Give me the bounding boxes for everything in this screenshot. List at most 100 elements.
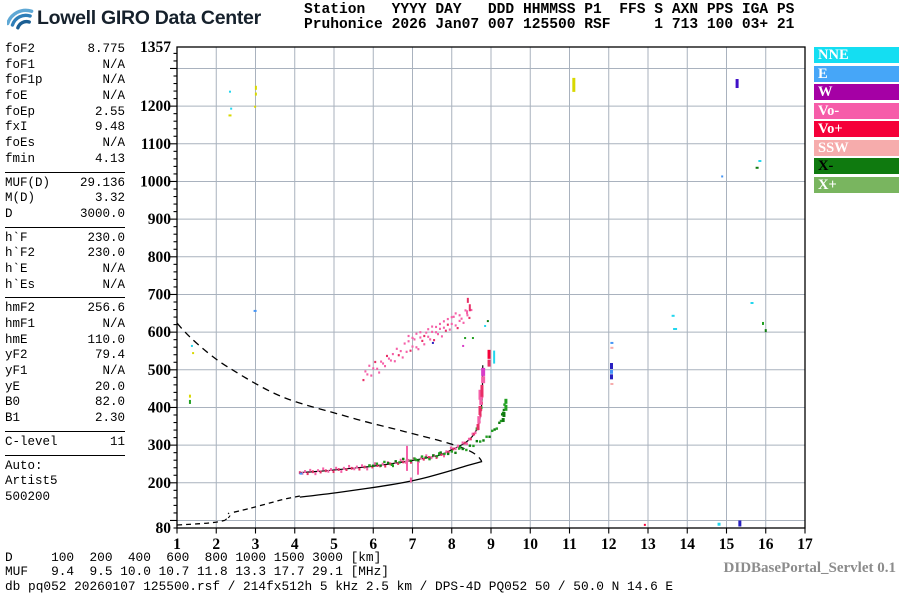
rfi-mark: [717, 522, 721, 526]
rfi-mark: [487, 359, 491, 367]
rfi-mark: [758, 159, 762, 162]
param-label: hmF1: [5, 317, 36, 331]
o-trace-echo-dot: [327, 469, 330, 473]
profile-bottomside-dashed: [176, 519, 225, 526]
o-trace-echo-dot: [314, 472, 317, 476]
rfi-mark: [192, 352, 195, 355]
y-axis-label: 700: [148, 286, 172, 303]
o-trace-echo-dot: [430, 456, 433, 460]
o-trace-echo-dot: [399, 458, 402, 462]
measurement-header: Station YYYY DAY DDD HHMMSS P1 FFS S AXN…: [304, 3, 794, 33]
param-value: 79.4: [94, 348, 125, 363]
rfi-mark: [468, 304, 471, 312]
param-value: 3.32: [94, 191, 125, 206]
rfi-mark: [671, 314, 675, 317]
param-value: N/A: [102, 89, 125, 104]
second-hop-echo-dot: [442, 326, 445, 329]
param-label: yF1: [5, 364, 28, 379]
x-trace-echo-dot: [424, 456, 427, 459]
param-row: C-level 11: [5, 435, 125, 451]
d-scale-row: D 100 200 400 600 800 1000 1500 3000 [km…: [5, 550, 382, 565]
o-trace-echo-dot: [479, 413, 482, 417]
o-trace-fit-line: [299, 365, 484, 474]
second-hop-echo-dot: [378, 371, 381, 374]
x-axis-label: 14: [680, 536, 696, 553]
o-trace-echo-dot: [342, 466, 345, 470]
second-hop-echo-dot: [389, 359, 392, 362]
o-trace-echo-dot: [474, 431, 477, 435]
second-hop-echo-dot: [419, 331, 422, 334]
second-hop-echo-dot: [427, 335, 430, 338]
param-value: 8.775: [87, 42, 125, 56]
rfi-mark: [673, 327, 678, 330]
o-trace-echo-dot: [471, 432, 474, 436]
x-trace-echo-dot: [375, 462, 379, 465]
x-axis-label: 8: [448, 536, 456, 553]
o-trace-echo-dot: [420, 456, 423, 460]
second-hop-echo-dot: [366, 373, 369, 376]
param-row: M(D) 3.32: [5, 191, 125, 207]
y-axis-label: 1357: [140, 39, 171, 56]
param-label: h`F: [5, 230, 28, 245]
o-trace-echo-dot: [473, 432, 476, 436]
x-trace-echo-dot: [493, 428, 496, 431]
param-value: N/A: [102, 277, 125, 292]
o-trace-echo-dot: [445, 450, 448, 454]
param-label: foF1p: [5, 73, 43, 88]
x-trace-echo-dot: [432, 454, 435, 457]
status-line: db pq052 20260107 125500.rsf / 214fx512h…: [5, 578, 674, 594]
profile-e-valley-hook: [223, 512, 231, 522]
rfi-mark: [431, 341, 434, 344]
x-trace-echo-dot: [443, 452, 446, 456]
second-hop-echo-dot: [438, 322, 441, 326]
rfi-mark: [478, 389, 482, 400]
param-row: yF1 N/A: [5, 364, 125, 380]
second-hop-echo-dot: [423, 343, 426, 346]
param-label: M(D): [5, 191, 36, 206]
o-trace-echo-dot: [373, 462, 376, 466]
group-separator: [5, 297, 125, 299]
x-trace-echo-dot: [428, 457, 431, 461]
x-trace-echo-dot: [368, 464, 371, 467]
rfi-mark: [477, 416, 481, 424]
second-hop-echo-dot: [450, 316, 453, 319]
param-row: foE N/A: [5, 89, 125, 105]
second-hop-echo-dot: [440, 335, 443, 338]
y-axis-label: 500: [148, 362, 172, 379]
o-trace-echo-dot: [332, 470, 335, 474]
x-trace-echo-dot: [472, 444, 475, 448]
x-trace-echo-dot: [465, 448, 468, 452]
param-value: N/A: [102, 73, 125, 88]
param-row: h`E N/A: [5, 262, 125, 278]
second-hop-echo-dot: [429, 338, 432, 341]
rfi-mark: [190, 344, 193, 347]
o-trace-echo-dot: [456, 444, 459, 448]
o-trace-echo-dot: [353, 467, 356, 471]
y-axis-label: 300: [148, 437, 172, 454]
lowell-giro-logo[interactable]: Lowell GIRO Data Center: [7, 5, 261, 32]
o-trace-echo-dot: [337, 468, 340, 471]
o-trace-echo-dot: [459, 445, 462, 449]
x-trace-echo-dot: [475, 439, 479, 443]
param-label: B0: [5, 395, 21, 410]
rfi-mark: [481, 367, 486, 376]
param-row: foF1 N/A: [5, 58, 125, 74]
legend-item-w: W: [814, 84, 899, 100]
x-axis-label: 16: [758, 536, 774, 553]
logo-text: Lowell GIRO Data Center: [37, 7, 261, 29]
second-hop-echo-dot: [380, 360, 383, 363]
o-trace-echo-dot: [467, 437, 470, 441]
second-hop-echo-dot: [397, 354, 400, 357]
x-trace-echo-dot: [413, 457, 416, 460]
y-axis-label: 80: [156, 520, 172, 537]
o-trace-echo-dot: [452, 447, 455, 451]
param-value: 20.0: [94, 379, 125, 394]
param-row: h`Es N/A: [5, 278, 125, 294]
y-axis-label: 1000: [140, 173, 171, 190]
second-hop-echo-dot: [391, 352, 394, 356]
o-trace-echo-dot: [465, 442, 468, 446]
param-row: foF2 8.775: [5, 42, 125, 58]
second-hop-echo-dot: [456, 326, 459, 330]
param-row: foF1p N/A: [5, 73, 125, 89]
